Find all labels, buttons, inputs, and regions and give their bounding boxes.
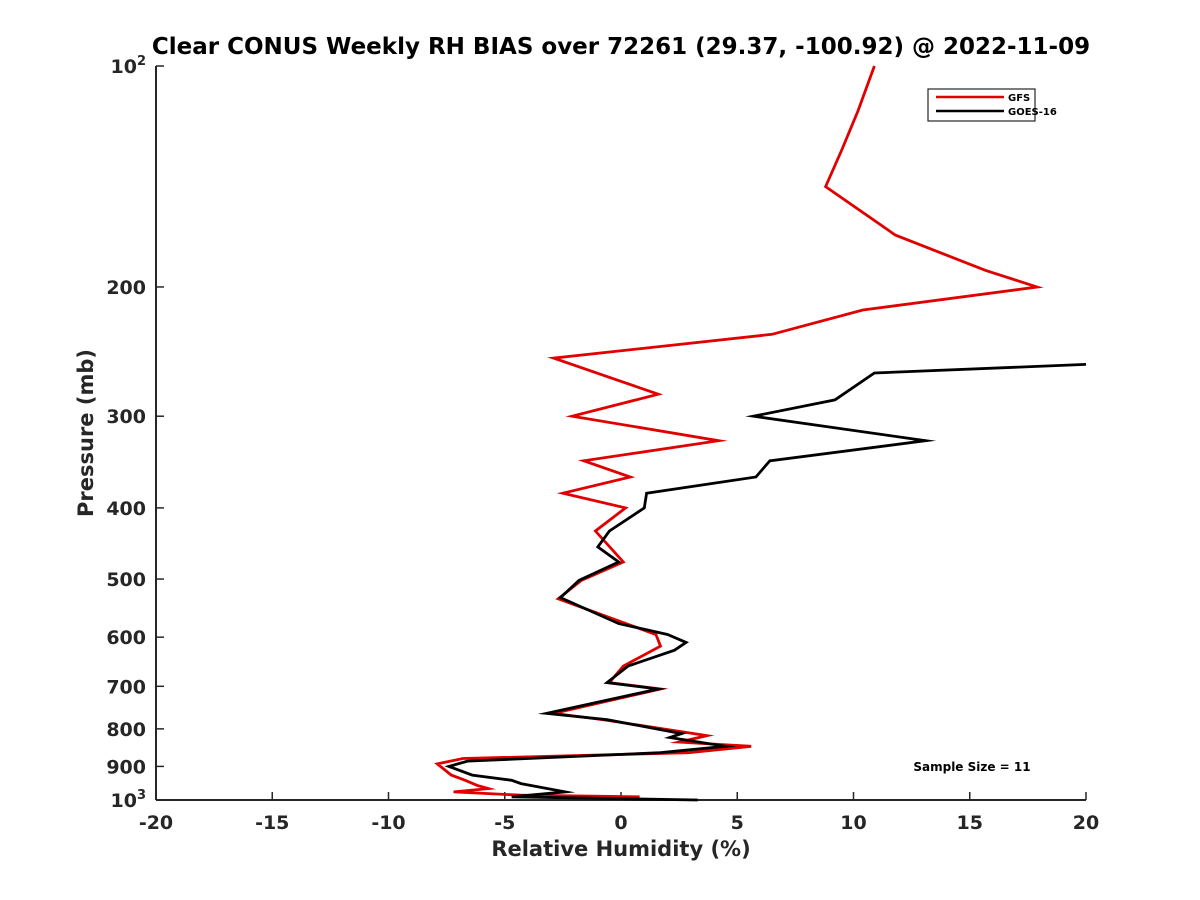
x-tick-label: -20	[139, 812, 173, 834]
legend-label-gfs: GFS	[1008, 93, 1030, 104]
x-tick-label: 15	[957, 812, 983, 834]
y-tick-label: 700	[106, 676, 146, 698]
y-tick-label: 103	[111, 788, 147, 812]
y-ticks: 102 200 300 400 500 600 700 800 900 103	[106, 54, 164, 812]
series-line-goes16	[444, 363, 1087, 802]
y-tick-label: 800	[106, 719, 146, 741]
y-tick-label: 400	[106, 498, 146, 520]
series-line-gfs	[434, 65, 1044, 799]
legend-label-goes16: GOES-16	[1008, 107, 1057, 118]
y-tick-label: 200	[106, 277, 146, 299]
x-ticks: -20 -15 -10 -5 0 5 10 15 20	[139, 792, 1099, 834]
sample-size-annotation: Sample Size = 11	[913, 760, 1030, 774]
x-tick-label: 10	[840, 812, 866, 834]
y-axis-label: Pressure (mb)	[74, 349, 98, 517]
y-tick-label: 102	[111, 54, 147, 78]
y-tick-label: 500	[106, 569, 146, 591]
x-tick-label: -15	[255, 812, 289, 834]
y-tick-label: 900	[106, 756, 146, 778]
y-tick-label: 300	[106, 406, 146, 428]
x-tick-label: -5	[494, 812, 515, 834]
series-lines	[434, 65, 1087, 802]
legend: GFS GOES-16	[927, 88, 1057, 122]
x-axis-label: Relative Humidity (%)	[491, 837, 750, 861]
x-tick-label: 5	[731, 812, 744, 834]
y-tick-label: 600	[106, 627, 146, 649]
chart-title: Clear CONUS Weekly RH BIAS over 72261 (2…	[152, 34, 1090, 60]
legend-box	[927, 88, 1036, 122]
x-tick-label: -10	[371, 812, 405, 834]
x-tick-label: 20	[1073, 812, 1099, 834]
x-tick-label: 0	[614, 812, 627, 834]
